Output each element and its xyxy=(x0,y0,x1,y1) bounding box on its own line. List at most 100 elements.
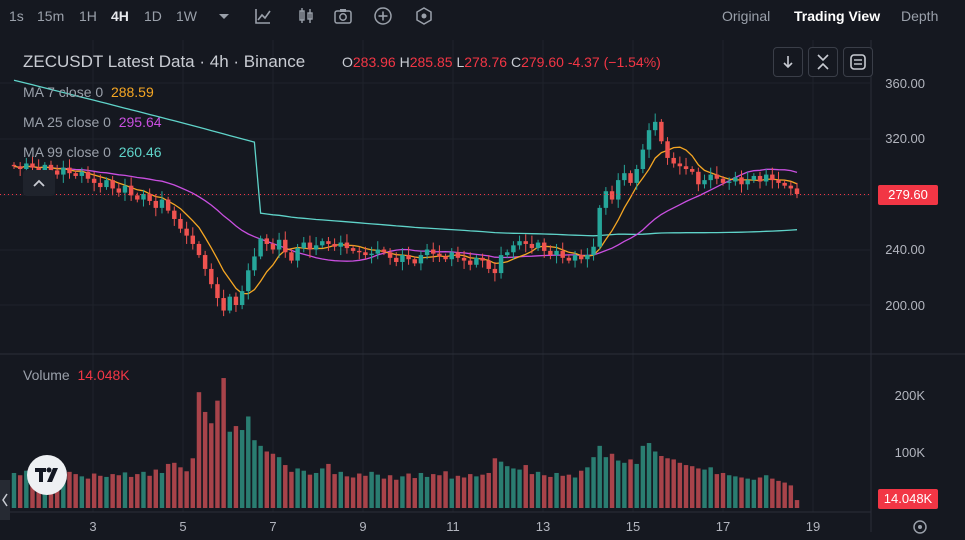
volume-bar xyxy=(751,479,757,508)
price-chart[interactable]: 280.00 xyxy=(0,40,965,532)
volume-bar xyxy=(227,431,233,508)
timeframe-1w[interactable]: 1W xyxy=(176,8,197,24)
volume-bar xyxy=(628,459,633,508)
candle-body xyxy=(560,250,565,258)
volume-bar xyxy=(350,477,356,508)
candle-body xyxy=(677,163,683,167)
candle-body xyxy=(628,173,633,183)
indicator-icon[interactable] xyxy=(253,6,273,26)
high-label: H xyxy=(399,54,410,70)
candle-body xyxy=(474,257,479,265)
candle-body xyxy=(36,167,41,172)
volume-bar xyxy=(91,473,97,508)
volume-bar xyxy=(770,478,775,508)
volume-bar xyxy=(492,458,498,508)
candle-body xyxy=(646,130,652,150)
timeframe-4h[interactable]: 4H xyxy=(111,8,129,24)
candle-body xyxy=(480,257,485,261)
x-axis-label: 19 xyxy=(805,519,821,534)
volume-bar xyxy=(196,392,202,508)
timeframe-1s[interactable]: 1s xyxy=(9,8,24,24)
view-tab-depth[interactable]: Depth xyxy=(901,8,939,24)
candle-body xyxy=(67,167,72,174)
candle-body xyxy=(30,163,35,168)
volume-bar xyxy=(11,472,17,508)
volume-bar xyxy=(585,467,590,508)
volume-bar xyxy=(344,476,350,508)
volume-bar xyxy=(505,466,510,508)
ma25-value: 295.64 xyxy=(118,114,162,130)
volume-bar xyxy=(763,475,769,508)
view-tab-trading-view[interactable]: Trading View xyxy=(794,8,881,24)
volume-bar xyxy=(443,471,448,508)
candle-body xyxy=(381,249,387,253)
candle-body xyxy=(406,255,411,260)
candle-body xyxy=(548,250,553,256)
add-circle-icon[interactable] xyxy=(373,6,393,26)
volume-bar xyxy=(659,456,664,508)
candle-body xyxy=(603,191,609,208)
volume-bar xyxy=(30,474,35,508)
candle-body xyxy=(24,163,29,170)
chevron-down-icon[interactable] xyxy=(214,6,234,26)
price-axis-label: 200.00 xyxy=(885,298,925,313)
volume-bar xyxy=(757,477,763,508)
scroll-left-handle[interactable] xyxy=(0,480,10,520)
candle-body xyxy=(307,242,313,250)
candle-body xyxy=(221,298,226,311)
volume-bar xyxy=(739,477,744,508)
volume-bar xyxy=(209,423,214,508)
volume-bar xyxy=(597,445,602,508)
view-tab-original[interactable]: Original xyxy=(722,8,771,24)
candle-body xyxy=(184,228,189,236)
volume-bar xyxy=(141,471,146,508)
candle-body xyxy=(227,296,233,311)
volume-bar xyxy=(578,470,584,508)
candle-body xyxy=(394,257,399,262)
candle-body xyxy=(320,241,325,246)
volume-bar xyxy=(689,466,695,508)
volume-bar xyxy=(634,463,639,508)
gear-icon[interactable] xyxy=(910,517,930,537)
candle-body xyxy=(363,252,368,256)
candle-body xyxy=(523,241,528,244)
scroll-to-latest-button[interactable] xyxy=(773,47,803,77)
candle-body xyxy=(671,157,676,164)
volume-bar xyxy=(307,474,313,508)
timeframe-15m[interactable]: 15m xyxy=(37,8,65,24)
ma7-value: 288.59 xyxy=(110,84,154,100)
volume-bar xyxy=(394,479,399,508)
last-price-tag: 279.60 xyxy=(878,184,938,205)
fullscreen-button[interactable] xyxy=(843,47,873,77)
candle-body xyxy=(443,256,448,260)
volume-bar xyxy=(517,469,522,508)
timeframe-1d[interactable]: 1D xyxy=(144,8,162,24)
candle-body xyxy=(350,248,356,251)
volume-bar xyxy=(474,476,479,508)
hexagon-icon[interactable] xyxy=(414,6,434,26)
candle-body xyxy=(165,199,171,211)
ma99-line xyxy=(13,79,798,237)
candle-body xyxy=(239,291,245,305)
volume-bar xyxy=(165,463,171,508)
volume-bar xyxy=(289,471,294,508)
top-toolbar: 1s 15m 1H 4H 1D 1W Original Trading View… xyxy=(0,0,965,32)
high-value: 285.85 xyxy=(409,54,453,70)
tradingview-logo[interactable] xyxy=(27,455,67,495)
collapse-icon xyxy=(817,54,829,70)
volume-bar xyxy=(609,453,615,508)
timeframe-1h[interactable]: 1H xyxy=(79,8,97,24)
volume-bar xyxy=(535,471,541,508)
candle-body xyxy=(110,180,115,189)
collapse-button[interactable] xyxy=(808,47,838,77)
candle-body xyxy=(511,245,516,253)
candle-body xyxy=(622,173,627,181)
volume-bar xyxy=(449,478,454,508)
camera-icon[interactable] xyxy=(333,6,353,26)
legend-collapse-button[interactable] xyxy=(23,170,55,196)
volume-value: 14.048K xyxy=(77,367,130,383)
x-axis-label: 5 xyxy=(179,519,187,534)
candle-body xyxy=(159,199,165,208)
candles-icon[interactable] xyxy=(296,6,316,26)
volume-bar xyxy=(437,475,442,508)
